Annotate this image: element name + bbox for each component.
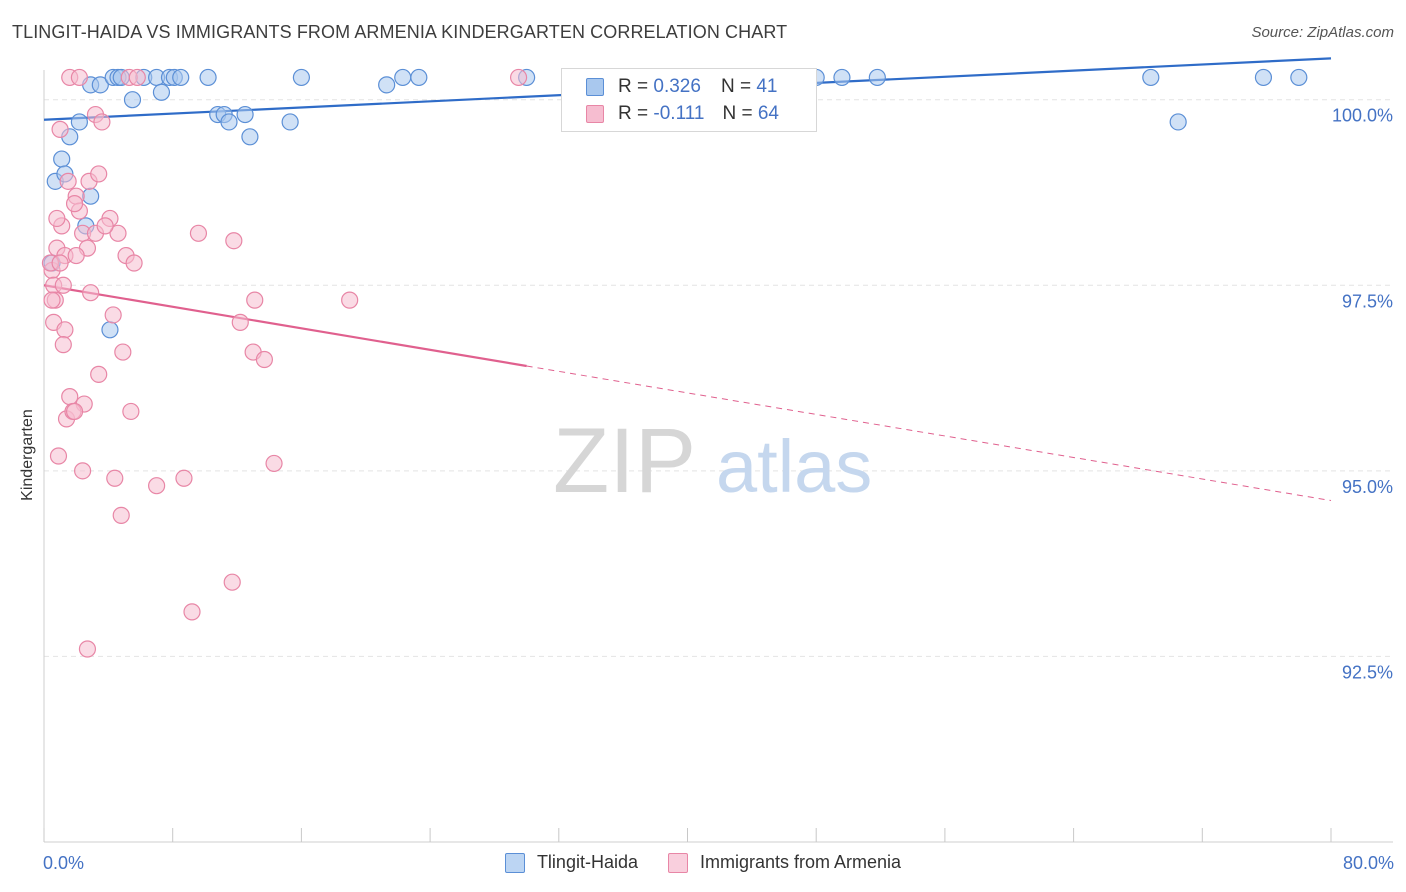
armenia-point — [49, 447, 68, 465]
armenia-point — [51, 254, 69, 272]
stats-legend-row-tlingit: R = 0.326 N = 41 — [586, 75, 777, 99]
pink-swatch — [586, 105, 604, 123]
legend-item-tlingit-haida[interactable]: Tlingit-Haida — [504, 852, 638, 873]
x-axis-min-label: 0.0% — [43, 853, 85, 873]
tlingit-haida-point — [152, 83, 171, 101]
blue-swatch — [586, 78, 604, 96]
armenia-point — [109, 224, 127, 242]
tlingit-haida-point — [868, 68, 886, 87]
series-legend: Tlingit-Haida Immigrants from Armenia — [0, 852, 1406, 873]
y-tick-label: 97.5% — [1342, 291, 1393, 311]
x-axis-max-label: 80.0% — [1342, 853, 1394, 873]
armenia-point — [59, 172, 77, 190]
tlingit-haida-point — [236, 105, 254, 124]
armenia-point — [122, 402, 140, 421]
legend-label: Immigrants from Armenia — [699, 852, 902, 872]
armenia-point — [61, 388, 79, 406]
trend-line-dashed — [526, 365, 1332, 502]
y-tick-label: 95.0% — [1342, 477, 1393, 497]
tlingit-haida-point — [172, 68, 190, 87]
n-value: 41 — [756, 76, 778, 97]
armenia-point — [509, 68, 528, 87]
armenia-point — [106, 469, 124, 487]
r-value: -0.111 — [653, 103, 705, 124]
y-axis-label: Kindergarten — [19, 409, 36, 501]
armenia-point — [96, 217, 114, 235]
tlingit-haida-point — [53, 150, 71, 168]
legend-label: Tlingit-Haida — [536, 852, 638, 872]
armenia-point — [175, 469, 193, 487]
n-value: 64 — [757, 103, 779, 124]
tlingit-haida-point — [70, 113, 88, 131]
tlingit-haida-point — [220, 113, 238, 131]
tlingit-haida-point — [833, 68, 851, 87]
armenia-point — [112, 506, 130, 524]
tlingit-haida-point — [1142, 68, 1160, 87]
armenia-point — [93, 113, 111, 131]
armenia-point — [183, 603, 201, 621]
armenia-point — [48, 209, 66, 228]
tlingit-haida-point — [292, 68, 310, 87]
tlingit-haida-point — [101, 321, 119, 339]
armenia-point — [54, 276, 72, 294]
tlingit-haida-point — [1254, 68, 1273, 87]
tlingit-haida-point — [1169, 113, 1187, 131]
y-tick-label: 100.0% — [1332, 106, 1393, 126]
tlingit-haida-point — [199, 68, 217, 87]
armenia-point — [341, 291, 359, 309]
tlingit-haida-point — [91, 76, 109, 94]
n-label: N = — [722, 103, 753, 124]
armenia-point — [265, 454, 283, 473]
chart-title: TLINGIT-HAIDA VS IMMIGRANTS FROM ARMENIA… — [12, 22, 788, 42]
tlingit-haida-point — [123, 91, 142, 109]
stats-legend: R = 0.326 N = 41 R = -0.111 N = 64 — [561, 68, 817, 132]
watermark-atlas: atlas — [716, 425, 872, 508]
armenia-point — [255, 350, 273, 369]
armenia-point — [90, 165, 108, 183]
tlingit-haida-point — [394, 68, 412, 87]
armenia-point — [246, 291, 264, 309]
armenia-point — [125, 254, 143, 272]
stats-legend-row-armenia: R = -0.111 N = 64 — [586, 102, 779, 126]
trend-line-solid — [43, 284, 527, 368]
r-label: R = — [618, 76, 649, 97]
armenia-point — [114, 343, 132, 361]
armenia-point — [104, 306, 122, 324]
tlingit-haida-point — [82, 187, 100, 205]
armenia-point — [148, 477, 166, 495]
y-tick-label: 92.5% — [1342, 662, 1393, 682]
armenia-point — [225, 232, 243, 250]
armenia-point — [70, 68, 88, 87]
armenia-point — [223, 573, 241, 591]
armenia-point — [51, 120, 69, 138]
n-label: N = — [720, 76, 752, 97]
armenia-point — [78, 640, 97, 658]
watermark-zip: ZIP — [553, 410, 696, 512]
tlingit-haida-point — [241, 128, 259, 146]
legend-item-immigrants-armenia[interactable]: Immigrants from Armenia — [667, 852, 902, 873]
r-value: 0.326 — [653, 76, 701, 97]
tlingit-haida-point — [281, 113, 299, 131]
blue-swatch — [504, 852, 525, 873]
armenia-point — [65, 195, 84, 213]
armenia-point — [54, 336, 72, 354]
tlingit-haida-point — [378, 76, 396, 94]
armenia-point — [90, 365, 108, 383]
pink-swatch — [667, 852, 688, 873]
tlingit-haida-point — [410, 68, 428, 87]
armenia-point — [74, 462, 92, 480]
armenia-point — [43, 291, 61, 309]
armenia-point — [65, 402, 84, 421]
armenia-point — [67, 246, 85, 265]
r-label: R = — [618, 103, 649, 124]
armenia-point — [189, 224, 208, 242]
armenia-point — [128, 68, 146, 87]
armenia-point — [231, 313, 249, 331]
tlingit-haida-point — [1290, 68, 1308, 87]
armenia-point — [56, 321, 74, 339]
chart-source: Source: ZipAtlas.com — [1251, 24, 1394, 41]
armenia-point — [82, 284, 100, 302]
